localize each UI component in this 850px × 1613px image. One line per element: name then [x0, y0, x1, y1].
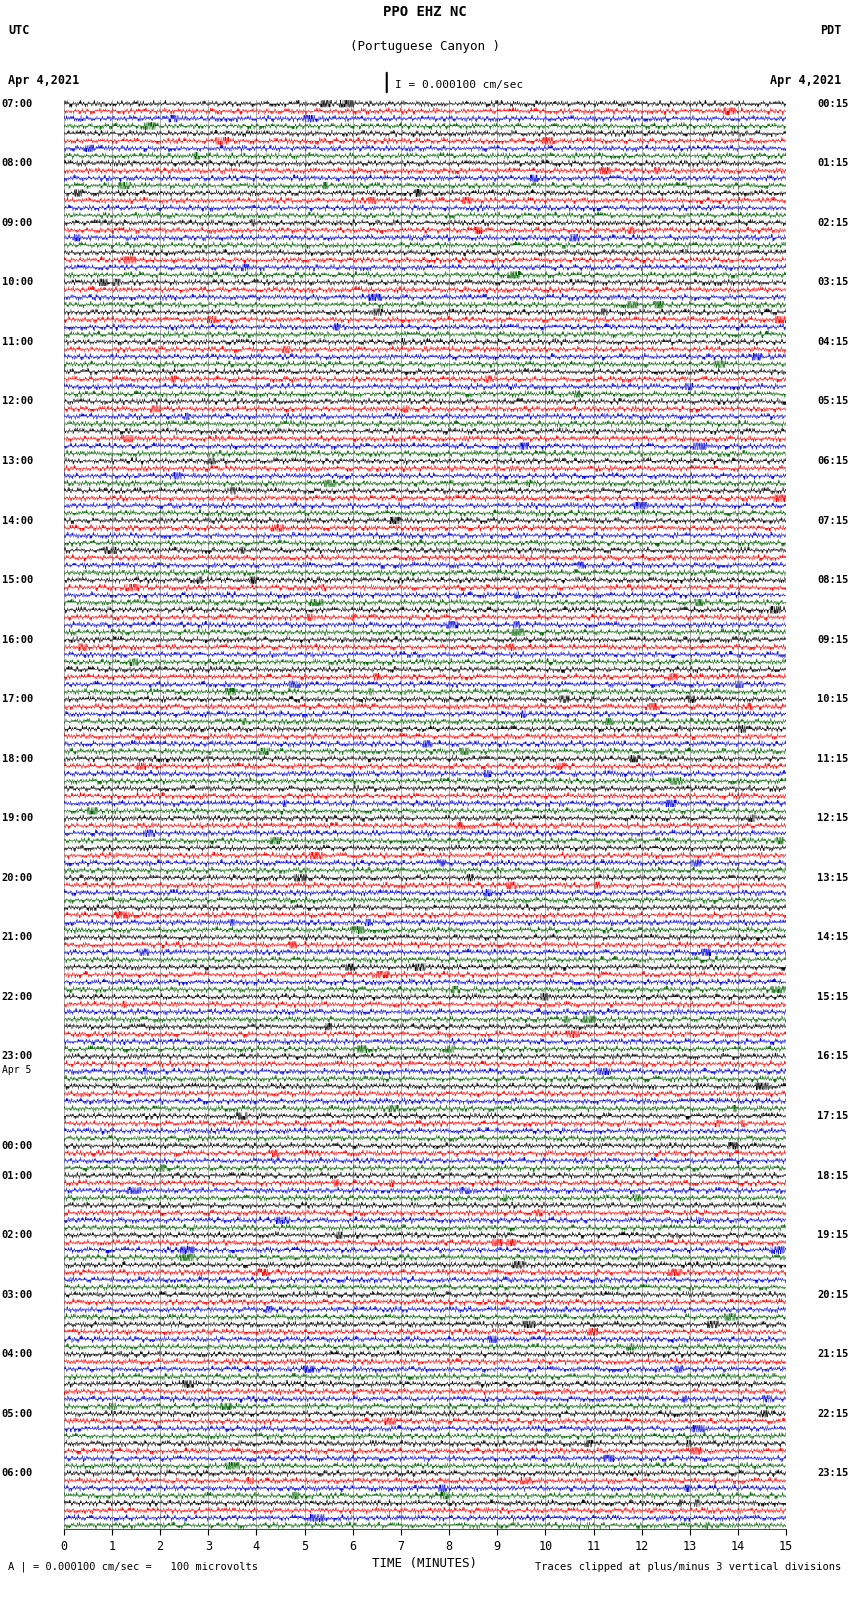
Text: 11:00: 11:00 [2, 337, 33, 347]
Text: A | = 0.000100 cm/sec =   100 microvolts: A | = 0.000100 cm/sec = 100 microvolts [8, 1561, 258, 1573]
Text: Apr 4,2021: Apr 4,2021 [8, 74, 80, 87]
Text: 05:15: 05:15 [817, 397, 848, 406]
Text: 12:00: 12:00 [2, 397, 33, 406]
Text: 18:15: 18:15 [817, 1171, 848, 1181]
Text: I = 0.000100 cm/sec: I = 0.000100 cm/sec [395, 81, 524, 90]
Text: 08:00: 08:00 [2, 158, 33, 168]
Text: 19:00: 19:00 [2, 813, 33, 823]
Text: 07:00: 07:00 [2, 98, 33, 108]
Text: 07:15: 07:15 [817, 516, 848, 526]
Text: 15:15: 15:15 [817, 992, 848, 1002]
Text: PPO EHZ NC: PPO EHZ NC [383, 5, 467, 19]
Text: 01:15: 01:15 [817, 158, 848, 168]
Text: 22:15: 22:15 [817, 1408, 848, 1419]
Text: 17:15: 17:15 [817, 1111, 848, 1121]
Text: 04:15: 04:15 [817, 337, 848, 347]
Text: (Portuguese Canyon ): (Portuguese Canyon ) [350, 40, 500, 53]
Text: 17:00: 17:00 [2, 694, 33, 705]
Text: 15:00: 15:00 [2, 576, 33, 586]
Text: 03:00: 03:00 [2, 1290, 33, 1300]
Text: 21:15: 21:15 [817, 1348, 848, 1360]
Text: 10:00: 10:00 [2, 277, 33, 287]
Text: 13:15: 13:15 [817, 873, 848, 882]
Text: 22:00: 22:00 [2, 992, 33, 1002]
Text: 04:00: 04:00 [2, 1348, 33, 1360]
Text: 10:15: 10:15 [817, 694, 848, 705]
Text: 14:15: 14:15 [817, 932, 848, 942]
Text: 23:00: 23:00 [2, 1052, 33, 1061]
Text: 20:00: 20:00 [2, 873, 33, 882]
Text: 00:00: 00:00 [2, 1140, 33, 1150]
Text: 02:00: 02:00 [2, 1231, 33, 1240]
Text: 05:00: 05:00 [2, 1408, 33, 1419]
Text: 19:15: 19:15 [817, 1231, 848, 1240]
Text: 02:15: 02:15 [817, 218, 848, 227]
Text: UTC: UTC [8, 24, 30, 37]
Text: 08:15: 08:15 [817, 576, 848, 586]
Text: 16:00: 16:00 [2, 634, 33, 645]
Text: 21:00: 21:00 [2, 932, 33, 942]
Text: 00:15: 00:15 [817, 98, 848, 108]
X-axis label: TIME (MINUTES): TIME (MINUTES) [372, 1557, 478, 1569]
Text: 06:15: 06:15 [817, 456, 848, 466]
Text: 20:15: 20:15 [817, 1290, 848, 1300]
Text: 23:15: 23:15 [817, 1468, 848, 1478]
Text: PDT: PDT [820, 24, 842, 37]
Text: 06:00: 06:00 [2, 1468, 33, 1478]
Text: 12:15: 12:15 [817, 813, 848, 823]
Text: 14:00: 14:00 [2, 516, 33, 526]
Text: 16:15: 16:15 [817, 1052, 848, 1061]
Text: 11:15: 11:15 [817, 753, 848, 763]
Text: 01:00: 01:00 [2, 1171, 33, 1181]
Text: 13:00: 13:00 [2, 456, 33, 466]
Text: 09:00: 09:00 [2, 218, 33, 227]
Text: Apr 5: Apr 5 [2, 1065, 31, 1074]
Text: Traces clipped at plus/minus 3 vertical divisions: Traces clipped at plus/minus 3 vertical … [536, 1561, 842, 1571]
Text: 09:15: 09:15 [817, 634, 848, 645]
Text: Apr 4,2021: Apr 4,2021 [770, 74, 842, 87]
Text: 03:15: 03:15 [817, 277, 848, 287]
Text: 18:00: 18:00 [2, 753, 33, 763]
